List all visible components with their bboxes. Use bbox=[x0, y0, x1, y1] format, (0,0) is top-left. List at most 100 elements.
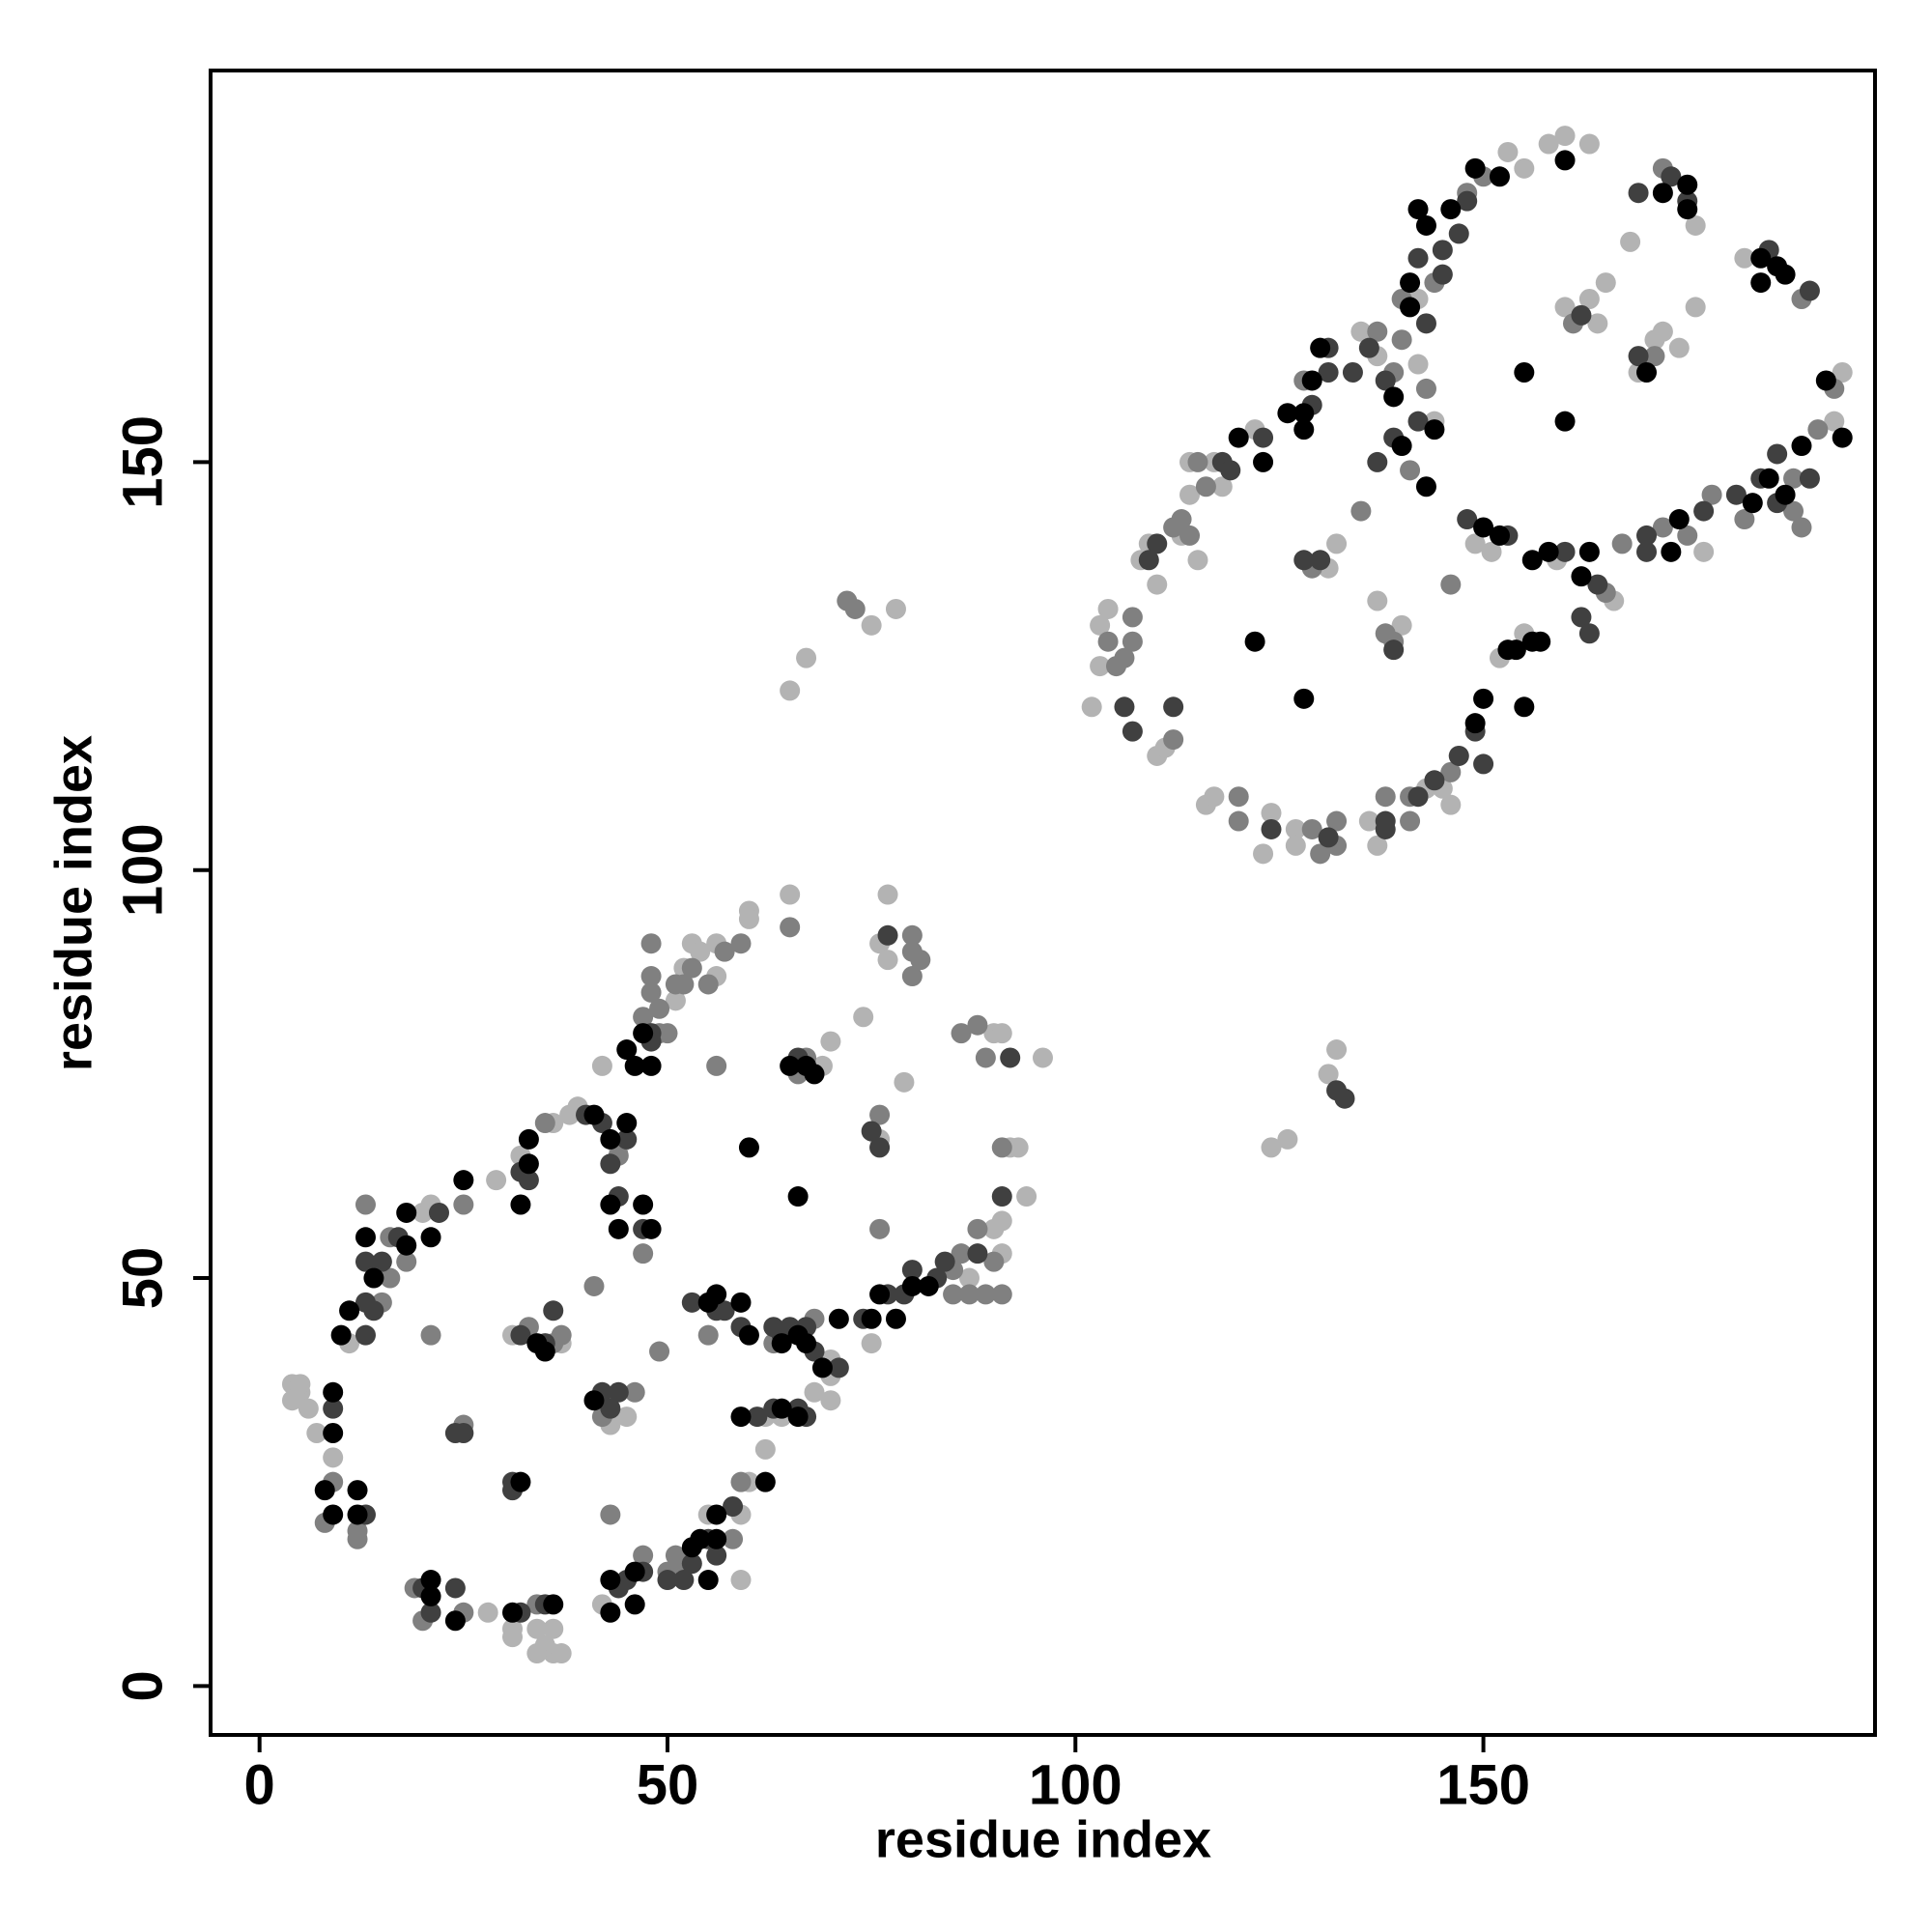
point bbox=[1350, 321, 1372, 342]
point bbox=[1407, 354, 1429, 375]
point bbox=[958, 1267, 980, 1289]
point bbox=[1791, 436, 1812, 457]
point bbox=[600, 1153, 621, 1175]
point bbox=[600, 1128, 621, 1150]
point bbox=[1440, 761, 1462, 782]
point bbox=[1318, 362, 1339, 384]
point bbox=[1415, 476, 1436, 497]
point bbox=[502, 1627, 524, 1648]
point bbox=[1521, 631, 1543, 652]
point bbox=[633, 1023, 654, 1044]
point bbox=[1244, 631, 1265, 652]
point bbox=[290, 1374, 311, 1395]
point bbox=[323, 1381, 344, 1403]
point bbox=[869, 1137, 891, 1158]
point bbox=[347, 1504, 368, 1525]
point bbox=[298, 1398, 319, 1419]
point bbox=[1407, 247, 1429, 269]
point bbox=[1310, 550, 1331, 571]
point bbox=[633, 1243, 654, 1264]
point bbox=[1016, 1186, 1037, 1208]
point bbox=[1179, 525, 1201, 546]
point bbox=[1457, 509, 1478, 530]
point bbox=[1578, 541, 1600, 562]
point bbox=[1783, 500, 1804, 522]
point bbox=[1367, 321, 1388, 342]
point bbox=[518, 1170, 539, 1191]
point bbox=[600, 1398, 621, 1419]
point bbox=[1293, 550, 1315, 571]
point bbox=[681, 957, 702, 979]
point bbox=[787, 1186, 809, 1208]
point bbox=[1081, 696, 1102, 718]
point bbox=[877, 884, 898, 905]
point bbox=[1301, 370, 1322, 391]
point bbox=[396, 1235, 417, 1256]
point bbox=[633, 1545, 654, 1566]
point bbox=[697, 1324, 719, 1346]
point bbox=[1489, 525, 1510, 546]
point bbox=[640, 933, 662, 954]
point bbox=[314, 1480, 335, 1501]
point bbox=[1554, 126, 1576, 147]
point bbox=[796, 1333, 817, 1354]
point bbox=[730, 933, 752, 954]
point bbox=[780, 917, 801, 938]
point bbox=[861, 1121, 882, 1142]
point bbox=[690, 941, 711, 962]
point bbox=[1514, 696, 1535, 718]
point bbox=[1318, 827, 1339, 848]
point bbox=[1571, 607, 1592, 628]
point bbox=[444, 1577, 466, 1599]
point bbox=[1473, 517, 1494, 538]
point bbox=[1652, 321, 1673, 342]
point bbox=[1636, 525, 1658, 546]
point bbox=[1595, 272, 1616, 294]
point bbox=[649, 1341, 670, 1362]
point bbox=[1473, 753, 1494, 775]
point bbox=[420, 1602, 441, 1623]
point bbox=[600, 1570, 621, 1591]
point bbox=[534, 1113, 555, 1134]
point bbox=[1668, 509, 1690, 530]
point bbox=[1677, 199, 1698, 220]
point bbox=[1661, 541, 1682, 562]
point bbox=[1253, 427, 1274, 448]
point bbox=[1367, 835, 1388, 856]
point bbox=[616, 1039, 638, 1061]
point bbox=[754, 1471, 776, 1492]
point bbox=[771, 1333, 792, 1354]
point bbox=[1432, 240, 1453, 261]
point bbox=[616, 1113, 638, 1134]
point bbox=[1571, 304, 1592, 326]
point bbox=[1554, 297, 1576, 318]
point bbox=[1464, 533, 1486, 554]
point bbox=[918, 1275, 939, 1296]
point bbox=[551, 1324, 572, 1346]
point bbox=[1587, 574, 1608, 595]
point bbox=[1326, 1039, 1348, 1061]
point bbox=[1448, 223, 1469, 244]
point bbox=[624, 1594, 645, 1615]
point bbox=[1163, 517, 1184, 538]
point bbox=[1538, 541, 1559, 562]
point bbox=[885, 1308, 906, 1329]
point bbox=[1750, 272, 1772, 294]
point bbox=[958, 1284, 980, 1305]
point bbox=[1228, 786, 1249, 808]
point bbox=[1685, 214, 1706, 236]
point bbox=[1473, 688, 1494, 709]
point bbox=[608, 1218, 629, 1239]
point bbox=[355, 1251, 376, 1272]
point bbox=[534, 1341, 555, 1362]
y-axis-title: residue index bbox=[44, 735, 102, 1071]
point bbox=[780, 884, 801, 905]
point bbox=[1138, 550, 1159, 571]
point bbox=[738, 908, 759, 929]
point bbox=[1668, 337, 1690, 358]
point bbox=[673, 1570, 695, 1591]
point bbox=[1636, 541, 1658, 562]
point bbox=[730, 1471, 752, 1492]
point bbox=[1554, 411, 1576, 432]
point bbox=[1375, 786, 1396, 808]
